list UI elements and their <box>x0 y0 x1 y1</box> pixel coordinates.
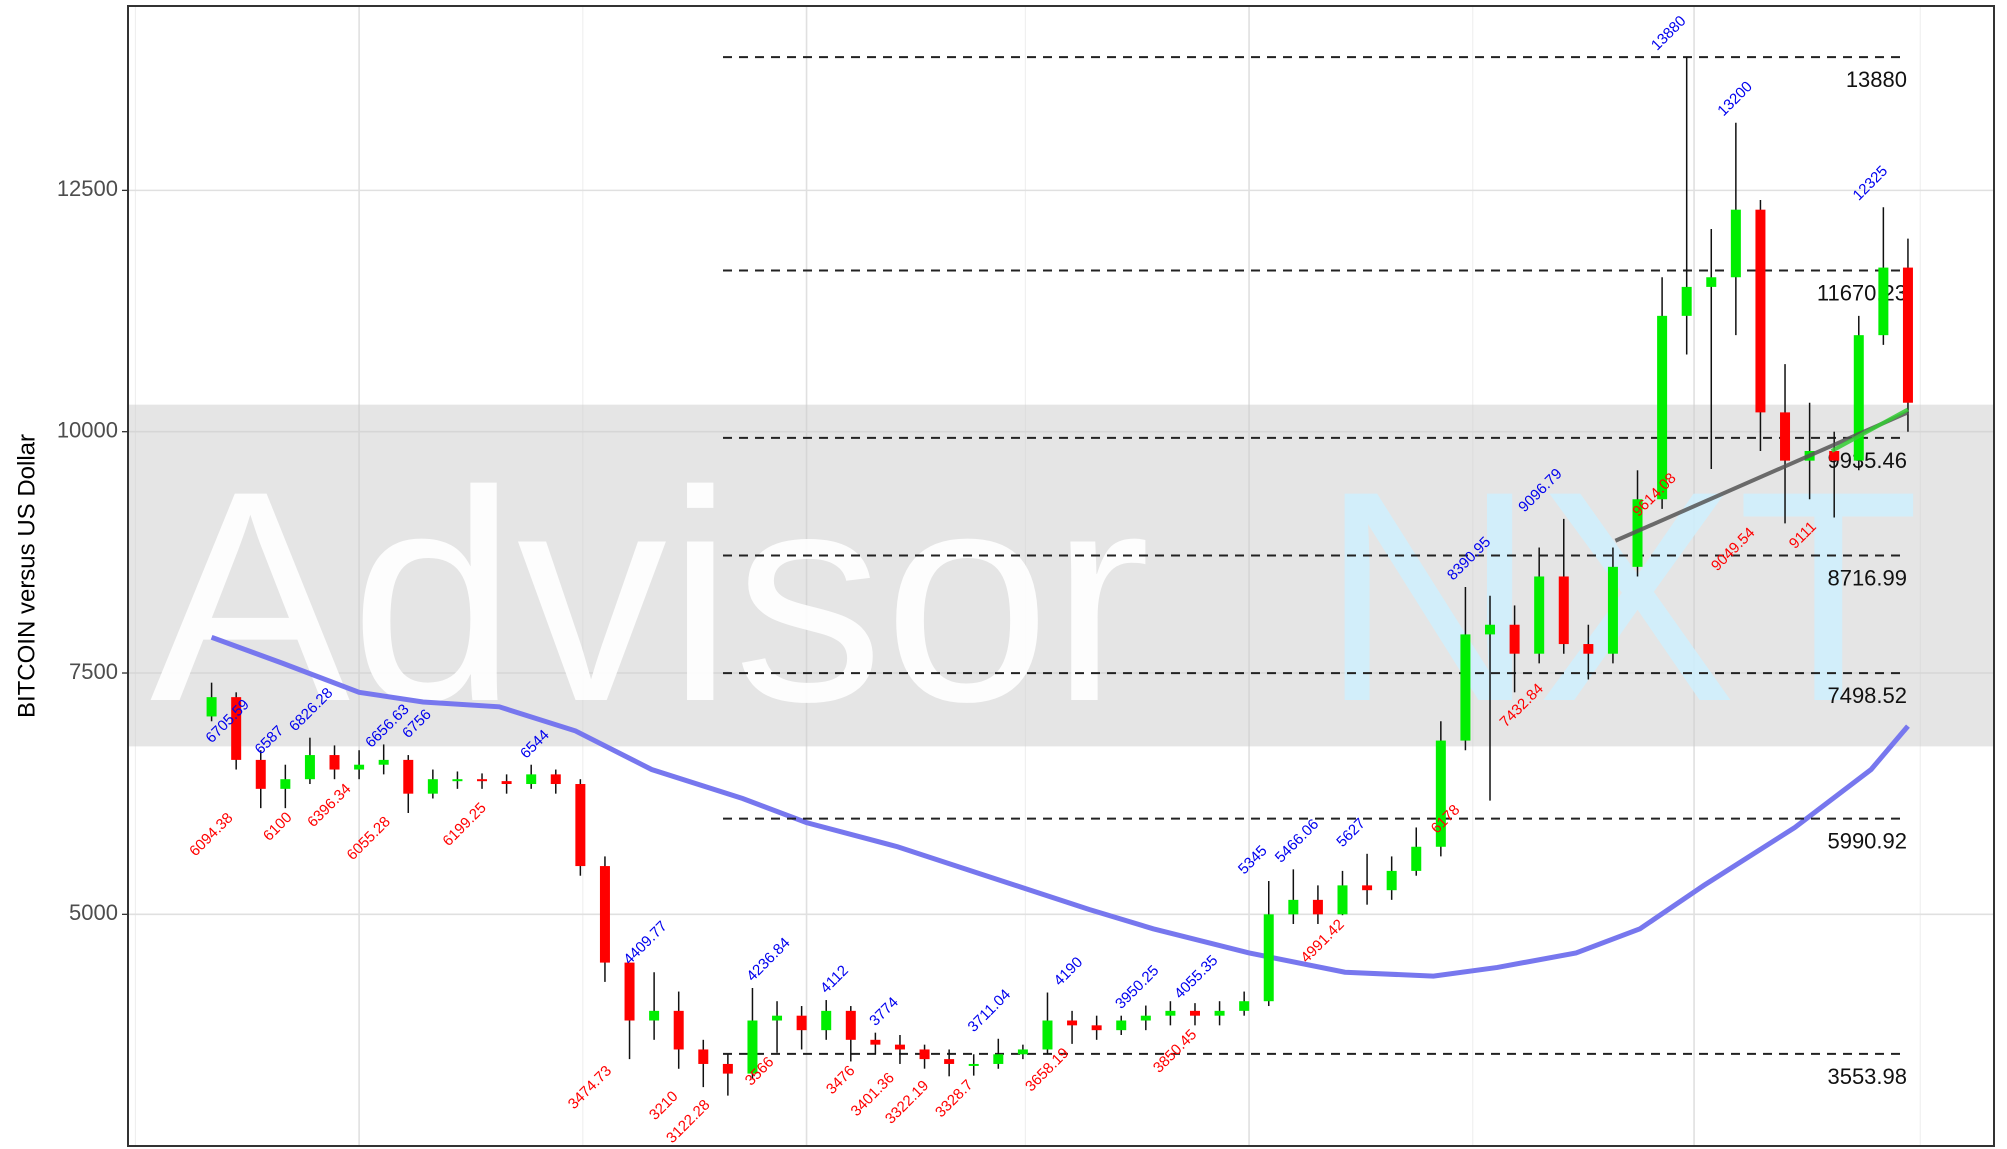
band <box>128 404 1994 747</box>
candle-body <box>1116 1020 1127 1031</box>
candle-body <box>1042 1020 1053 1050</box>
candle-body <box>1239 1001 1250 1011</box>
candle-body <box>944 1059 955 1064</box>
candle-body <box>575 784 586 867</box>
candle-body <box>599 866 610 963</box>
candle-body <box>329 755 340 770</box>
candle-body <box>1583 644 1594 654</box>
candle-body <box>1755 209 1766 413</box>
level-label: 9935.46 <box>1827 448 1907 473</box>
candle-body <box>1607 566 1618 654</box>
candle-body <box>1730 209 1741 278</box>
candle-body <box>231 697 242 760</box>
candle-body <box>673 1010 684 1050</box>
candle-body <box>1558 576 1569 645</box>
candle-body <box>501 781 512 785</box>
candle-body <box>304 755 315 780</box>
candle-body <box>1657 315 1668 500</box>
candle-body <box>206 697 217 717</box>
candle-body <box>821 1010 832 1031</box>
candle-body <box>255 759 266 789</box>
y-tick-label: 7500 <box>69 659 118 684</box>
candle-body <box>1460 634 1471 741</box>
candle-body <box>1214 1010 1225 1016</box>
candle-body <box>1878 267 1889 336</box>
candle-body <box>1362 885 1373 891</box>
level-label: 7498.52 <box>1827 683 1907 708</box>
candle-body <box>1288 899 1299 915</box>
candle-body <box>403 759 414 794</box>
candle-body <box>993 1054 1004 1064</box>
candle-body <box>1681 286 1692 316</box>
candle-body <box>1485 624 1496 635</box>
watermark: Advisor <box>150 428 1150 764</box>
candle-body <box>1091 1025 1102 1031</box>
y-axis-label: BITCOIN versus US Dollar <box>13 434 40 718</box>
candle-body <box>354 764 365 770</box>
watermark: NXT <box>1320 428 1920 764</box>
candle-body <box>698 1049 709 1064</box>
candle-body <box>1067 1020 1078 1026</box>
y-tick-label: 12500 <box>57 176 118 201</box>
candle-body <box>772 1015 783 1021</box>
candle-body <box>1706 277 1717 287</box>
candle-body <box>1263 914 1274 1002</box>
level-label: 13880 <box>1846 67 1907 92</box>
candle-body <box>1312 899 1323 915</box>
candle-body <box>1165 1010 1176 1016</box>
y-tick-label: 10000 <box>57 418 118 443</box>
level-label: 3553.98 <box>1827 1064 1907 1089</box>
candle-body <box>1386 870 1397 891</box>
moving-average <box>210 634 1910 979</box>
candle-body <box>1534 576 1545 654</box>
candle-body <box>378 759 389 765</box>
candle-body <box>722 1063 733 1074</box>
candle-body <box>894 1044 905 1050</box>
candle-body <box>1509 624 1520 654</box>
candle-body <box>477 779 488 782</box>
candle-body <box>649 1010 660 1021</box>
candle-body <box>747 1020 758 1074</box>
candle-body <box>968 1063 979 1066</box>
candle-body <box>1435 740 1446 847</box>
candle-body <box>1017 1049 1028 1055</box>
candle-body <box>1140 1015 1151 1021</box>
y-tick-label: 5000 <box>69 900 118 925</box>
candle-body <box>624 962 635 1021</box>
trendline <box>1830 407 1909 453</box>
candle-body <box>280 779 291 789</box>
candle-body <box>1337 885 1348 915</box>
candle-body <box>1780 412 1791 461</box>
candle-body <box>526 774 537 785</box>
candle-body <box>845 1010 856 1040</box>
level-label: 11670.23 <box>1817 280 1907 305</box>
candle-body <box>452 779 463 782</box>
candle-body <box>1853 335 1864 461</box>
candle-body <box>1411 846 1422 871</box>
candle-body <box>1902 267 1913 403</box>
candle-body <box>796 1015 807 1031</box>
panel-border <box>127 5 1995 1147</box>
level-label: 8716.99 <box>1827 566 1907 591</box>
candle-body <box>427 779 438 794</box>
candle-body <box>919 1049 930 1060</box>
candle-body <box>870 1039 881 1045</box>
candle-body <box>550 774 561 785</box>
candle-body <box>1829 450 1840 461</box>
candle-body <box>1189 1010 1200 1016</box>
level-label: 5990.92 <box>1827 829 1907 854</box>
